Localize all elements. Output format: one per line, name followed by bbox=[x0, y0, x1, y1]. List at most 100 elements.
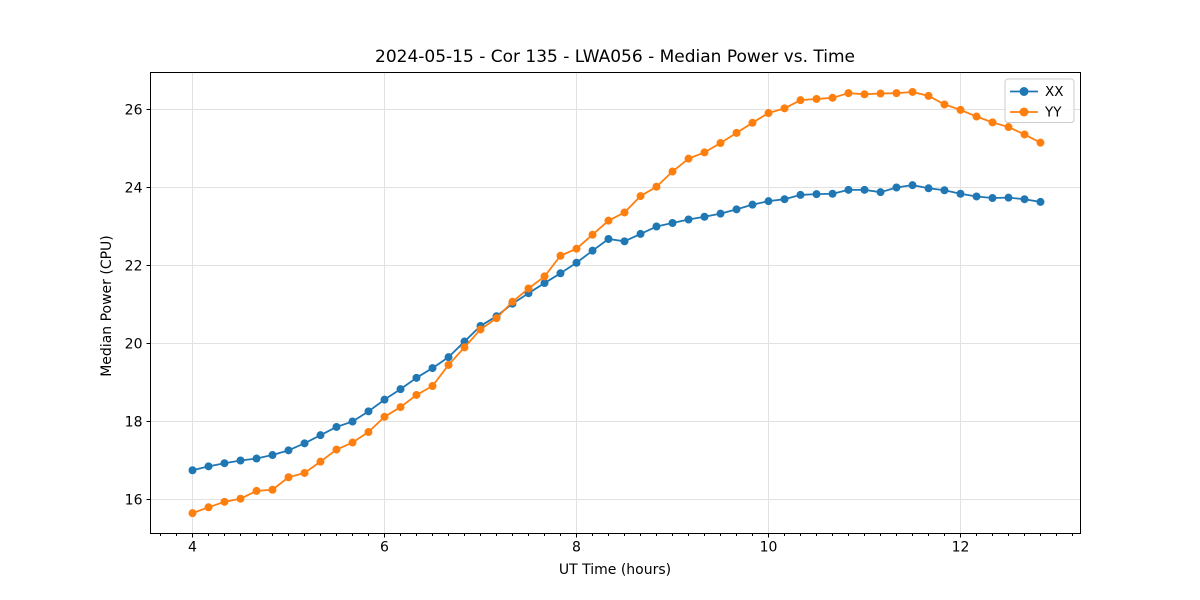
data-point bbox=[300, 439, 309, 448]
data-point bbox=[236, 494, 245, 503]
data-point bbox=[188, 466, 197, 475]
data-point bbox=[300, 468, 309, 477]
data-point bbox=[924, 184, 933, 193]
series-markers-YY bbox=[188, 87, 1045, 518]
data-point bbox=[972, 192, 981, 201]
data-point bbox=[220, 497, 229, 506]
x-tick-label: 10 bbox=[760, 540, 778, 556]
data-point bbox=[636, 192, 645, 201]
data-point bbox=[284, 446, 293, 455]
legend-label: YY bbox=[1044, 105, 1062, 121]
legend-box bbox=[1004, 78, 1075, 123]
x-tick-labels: 4 6 8 10 12 bbox=[188, 540, 969, 556]
data-point bbox=[380, 395, 389, 404]
data-point bbox=[588, 230, 597, 239]
data-point bbox=[892, 183, 901, 192]
data-point bbox=[268, 485, 277, 494]
x-tick-label: 4 bbox=[188, 540, 197, 556]
y-tick-label: 22 bbox=[125, 259, 143, 275]
series-markers-XX bbox=[188, 181, 1045, 475]
data-point bbox=[892, 89, 901, 98]
data-point bbox=[252, 486, 261, 495]
data-point bbox=[460, 343, 469, 352]
data-point bbox=[396, 403, 405, 412]
data-point bbox=[876, 188, 885, 197]
legend-item-XX: XX bbox=[1010, 84, 1064, 100]
series-line-XX bbox=[191, 184, 1042, 472]
data-point bbox=[652, 182, 661, 191]
data-point bbox=[764, 109, 773, 118]
data-point bbox=[284, 473, 293, 482]
data-point bbox=[860, 90, 869, 99]
data-point bbox=[252, 454, 261, 463]
data-point bbox=[492, 314, 501, 323]
data-point bbox=[332, 445, 341, 454]
data-point bbox=[268, 451, 277, 460]
data-point bbox=[748, 118, 757, 127]
data-point bbox=[428, 382, 437, 391]
data-point bbox=[940, 186, 949, 195]
data-point bbox=[604, 216, 613, 225]
series-XX bbox=[188, 181, 1045, 475]
data-point bbox=[668, 167, 677, 176]
data-point bbox=[412, 373, 421, 382]
plot-frame bbox=[149, 71, 1082, 535]
data-point bbox=[364, 407, 373, 416]
data-point bbox=[908, 87, 917, 96]
data-point bbox=[684, 154, 693, 163]
data-point bbox=[556, 251, 565, 260]
data-point bbox=[204, 462, 213, 471]
x-gridlines bbox=[192, 72, 961, 534]
y-tick-label: 26 bbox=[125, 103, 143, 119]
data-point bbox=[844, 185, 853, 194]
data-point bbox=[572, 258, 581, 267]
data-point bbox=[428, 364, 437, 373]
data-point bbox=[748, 200, 757, 209]
chart-title: 2024-05-15 - Cor 135 - LWA056 - Median P… bbox=[375, 47, 855, 67]
x-tick-label: 12 bbox=[952, 540, 970, 556]
data-point bbox=[1004, 193, 1013, 202]
data-point bbox=[348, 417, 357, 426]
series-YY bbox=[188, 87, 1045, 518]
data-point bbox=[812, 94, 821, 103]
data-point bbox=[988, 194, 997, 203]
data-point bbox=[204, 503, 213, 512]
data-point bbox=[716, 139, 725, 148]
data-point bbox=[316, 431, 325, 440]
data-point bbox=[1036, 138, 1045, 147]
data-point bbox=[732, 205, 741, 214]
series-line-YY bbox=[191, 91, 1042, 515]
data-point bbox=[364, 428, 373, 437]
data-point bbox=[700, 212, 709, 221]
data-point bbox=[684, 215, 693, 224]
x-axis-label: UT Time (hours) bbox=[558, 562, 672, 578]
data-point bbox=[444, 360, 453, 369]
data-point bbox=[588, 246, 597, 255]
data-point bbox=[716, 209, 725, 218]
data-point bbox=[876, 89, 885, 98]
x-tick-label: 8 bbox=[572, 540, 581, 556]
data-point bbox=[508, 297, 517, 306]
data-point bbox=[540, 279, 549, 288]
data-point bbox=[700, 148, 709, 157]
y-tick-label: 24 bbox=[125, 181, 143, 197]
data-point bbox=[1020, 130, 1029, 139]
data-point bbox=[604, 234, 613, 243]
data-point bbox=[972, 112, 981, 121]
y-tick-labels: 16 18 20 22 24 26 bbox=[125, 103, 143, 509]
data-point bbox=[956, 105, 965, 114]
data-point bbox=[220, 459, 229, 468]
axis-ticks bbox=[146, 109, 1073, 538]
data-point bbox=[844, 89, 853, 98]
data-point bbox=[332, 422, 341, 431]
data-point bbox=[524, 284, 533, 293]
data-point bbox=[636, 229, 645, 238]
data-point bbox=[540, 272, 549, 281]
data-point bbox=[444, 353, 453, 362]
data-point bbox=[1004, 123, 1013, 132]
data-point bbox=[924, 91, 933, 100]
data-point bbox=[796, 190, 805, 199]
data-point bbox=[460, 337, 469, 346]
data-point bbox=[476, 325, 485, 334]
